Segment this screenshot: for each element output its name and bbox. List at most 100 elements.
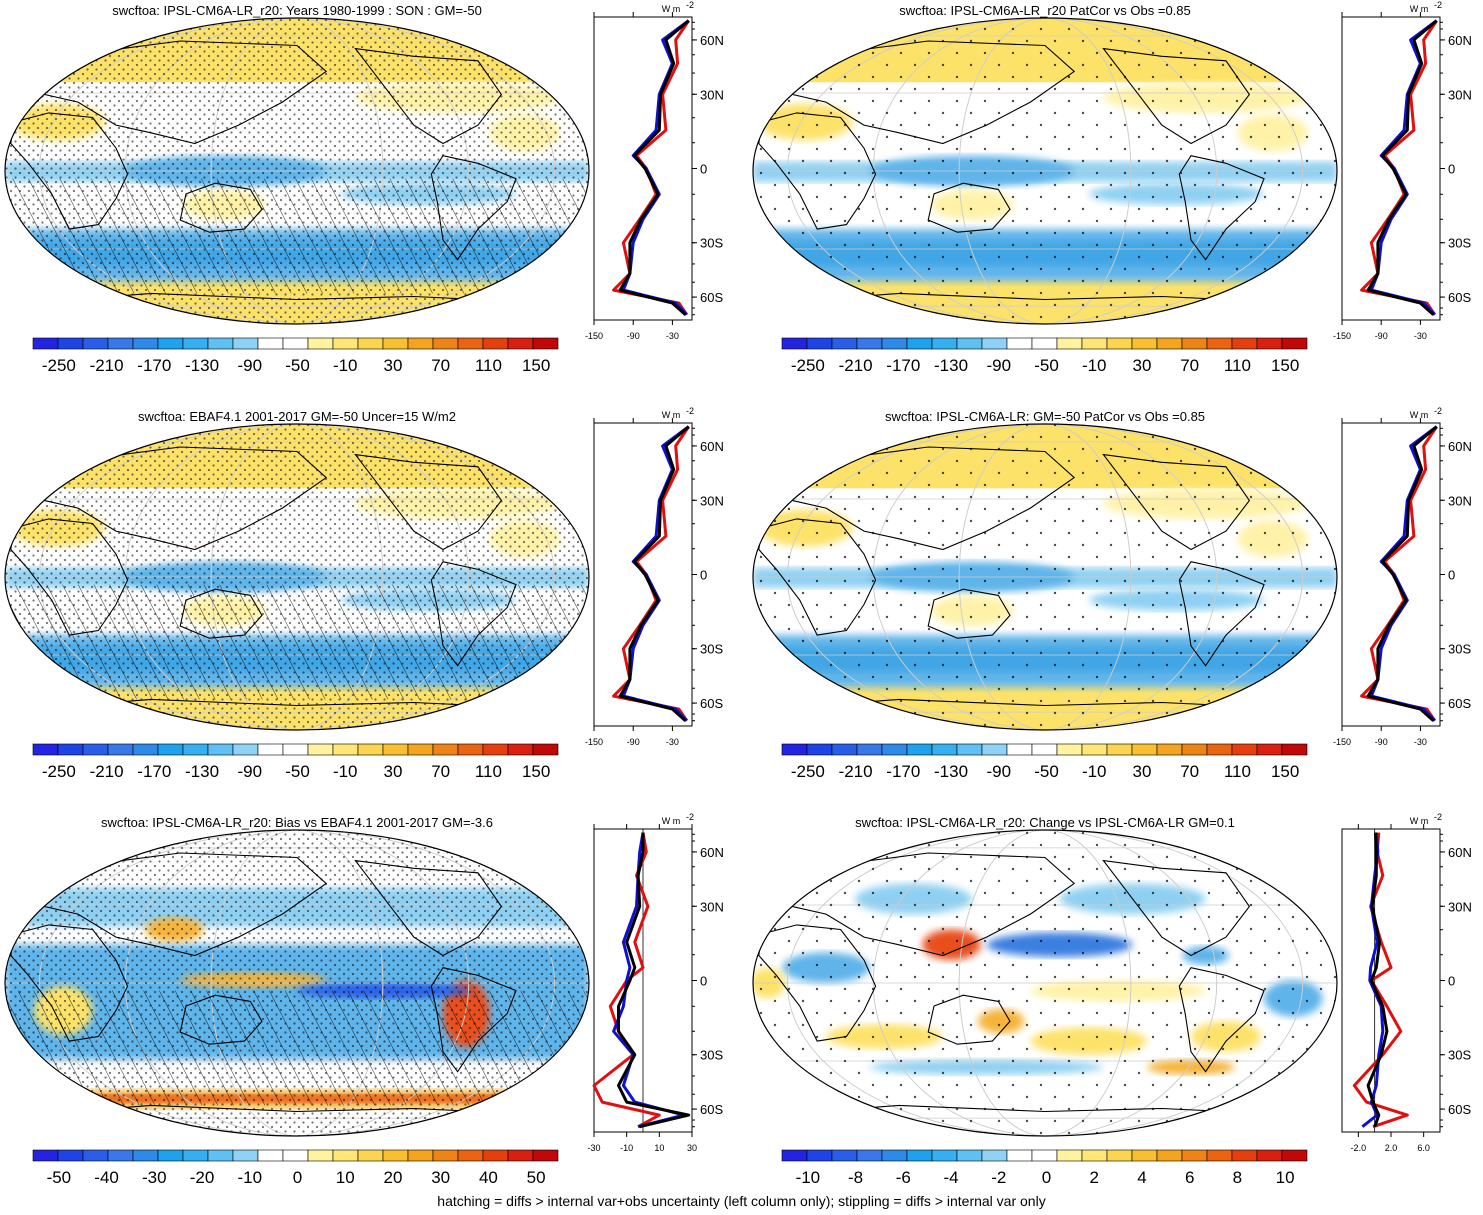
north-america-coast bbox=[1102, 859, 1251, 957]
colorbar-swatch bbox=[1231, 743, 1258, 756]
colorbar-swatch bbox=[931, 743, 958, 756]
colorbar-label: 6 bbox=[1185, 1168, 1194, 1187]
colorbar-label: -6 bbox=[896, 1168, 911, 1187]
lat-tick-label: 0 bbox=[700, 162, 707, 177]
colorbar-label: 20 bbox=[383, 1168, 402, 1187]
zonal-mean-model bbox=[612, 425, 690, 722]
zonal-mean-obs-black bbox=[1366, 832, 1389, 1128]
colorbar-label: -130 bbox=[185, 762, 219, 781]
colorbar-swatch bbox=[157, 1149, 184, 1162]
colorbar-swatch bbox=[931, 1149, 958, 1162]
profile-unit-exponent: -2 bbox=[1434, 406, 1442, 416]
colorbar-label: -8 bbox=[848, 1168, 863, 1187]
colorbar-swatch bbox=[881, 337, 908, 350]
colorbar-label: -10 bbox=[333, 356, 358, 375]
zonal-mean-obs-black bbox=[618, 425, 690, 722]
colorbar-swatch bbox=[282, 337, 309, 350]
panel-p1: swcftoa: IPSL-CM6A-LR_r20: Years 1980-19… bbox=[4, 0, 724, 375]
colorbar-swatch bbox=[781, 337, 808, 350]
colorbar-swatch bbox=[232, 1149, 259, 1162]
profile-unit-exponent: -2 bbox=[1434, 0, 1442, 10]
colorbar-label: 110 bbox=[1224, 762, 1251, 781]
colorbar-swatch bbox=[1256, 1149, 1283, 1162]
colorbar-swatch bbox=[82, 1149, 109, 1162]
south-america-coast bbox=[1178, 155, 1265, 261]
colorbar-label: -50 bbox=[285, 356, 310, 375]
colorbar-swatch bbox=[781, 743, 808, 756]
colorbar-label: -210 bbox=[90, 356, 124, 375]
lat-tick-label: 30N bbox=[1448, 493, 1472, 508]
footer-note: hatching = diffs > internal var+obs unce… bbox=[437, 1193, 1046, 1209]
colorbar-swatch bbox=[1106, 743, 1133, 756]
map-field bbox=[753, 424, 1337, 730]
colorbar-label: 10 bbox=[1276, 1168, 1295, 1187]
stippling bbox=[753, 830, 1337, 1136]
colorbar-swatch bbox=[307, 1149, 334, 1162]
zonal-mean-obs-blue bbox=[621, 19, 690, 316]
colorbar-label: -210 bbox=[839, 356, 873, 375]
lat-tick-label: 60S bbox=[1448, 290, 1471, 305]
colorbar-swatch bbox=[507, 1149, 534, 1162]
lat-tick-label: 0 bbox=[1448, 162, 1455, 177]
panel-title: swcftoa: IPSL-CM6A-LR_r20: Bias vs EBAF4… bbox=[101, 815, 493, 830]
colorbar-swatch bbox=[407, 1149, 434, 1162]
colorbar-swatch bbox=[307, 337, 334, 350]
colorbar-swatch bbox=[1131, 743, 1158, 756]
colorbar-swatch bbox=[1106, 337, 1133, 350]
colorbar-swatch bbox=[956, 1149, 983, 1162]
colorbar-label: 70 bbox=[1180, 356, 1199, 375]
colorbar-swatch bbox=[1031, 1149, 1058, 1162]
colorbar-swatch bbox=[57, 1149, 84, 1162]
colorbar-swatch bbox=[282, 1149, 309, 1162]
colorbar-swatch bbox=[1031, 743, 1058, 756]
africa-coast bbox=[758, 518, 877, 636]
colorbar-label: -210 bbox=[90, 762, 124, 781]
profile-unit-exponent: -2 bbox=[686, 812, 694, 822]
colorbar-swatch bbox=[382, 743, 409, 756]
colorbar-swatch bbox=[806, 337, 833, 350]
colorbar-swatch bbox=[1106, 1149, 1133, 1162]
colorbar-swatch bbox=[831, 337, 858, 350]
colorbar-label: 30 bbox=[383, 356, 402, 375]
colorbar-label: -50 bbox=[1034, 762, 1059, 781]
profile-x-label: -10 bbox=[620, 1143, 633, 1153]
colorbar-swatch bbox=[1181, 743, 1208, 756]
colorbar-swatch bbox=[232, 337, 259, 350]
profile-x-label: -150 bbox=[585, 331, 603, 341]
colorbar-swatch bbox=[1206, 337, 1233, 350]
colorbar-swatch bbox=[1156, 1149, 1183, 1162]
colorbar-swatch bbox=[1181, 1149, 1208, 1162]
lat-tick-label: 0 bbox=[700, 568, 707, 583]
colorbar-swatch bbox=[207, 1149, 234, 1162]
panel-title: swcftoa: EBAF4.1 2001-2017 GM=-50 Uncer=… bbox=[138, 409, 456, 424]
profile-x-label: -30 bbox=[587, 1143, 600, 1153]
zonal-mean-obs-blue bbox=[612, 832, 686, 1129]
colorbar-swatch bbox=[382, 337, 409, 350]
colorbar-swatch bbox=[457, 1149, 484, 1162]
colorbar-swatch bbox=[1231, 337, 1258, 350]
colorbar-swatch bbox=[482, 743, 509, 756]
colorbar-swatch bbox=[432, 1149, 459, 1162]
australia-coast bbox=[927, 182, 1011, 233]
panel-p4: swcftoa: IPSL-CM6A-LR: GM=-50 PatCor vs … bbox=[752, 406, 1472, 781]
colorbar-swatch bbox=[956, 337, 983, 350]
colorbar-swatch bbox=[1056, 337, 1083, 350]
colorbar-swatch bbox=[332, 743, 359, 756]
colorbar-swatch bbox=[1081, 743, 1108, 756]
colorbar-swatch bbox=[1081, 1149, 1108, 1162]
eurasia-coast bbox=[9, 40, 328, 145]
north-america-coast bbox=[354, 453, 503, 551]
colorbar-swatch bbox=[1056, 1149, 1083, 1162]
colorbar-label: 70 bbox=[431, 762, 450, 781]
colorbar-swatch bbox=[956, 743, 983, 756]
australia-coast bbox=[927, 994, 1011, 1045]
colorbar-swatch bbox=[1281, 743, 1308, 756]
lat-tick-label: 30S bbox=[700, 642, 723, 657]
colorbar-swatch bbox=[107, 1149, 134, 1162]
colorbar-label: -10 bbox=[237, 1168, 262, 1187]
lat-tick-label: 30S bbox=[700, 236, 723, 251]
colorbar-swatch bbox=[407, 337, 434, 350]
stippling bbox=[753, 424, 1337, 730]
south-america-coast bbox=[430, 155, 517, 261]
coastlines bbox=[757, 852, 1294, 1116]
